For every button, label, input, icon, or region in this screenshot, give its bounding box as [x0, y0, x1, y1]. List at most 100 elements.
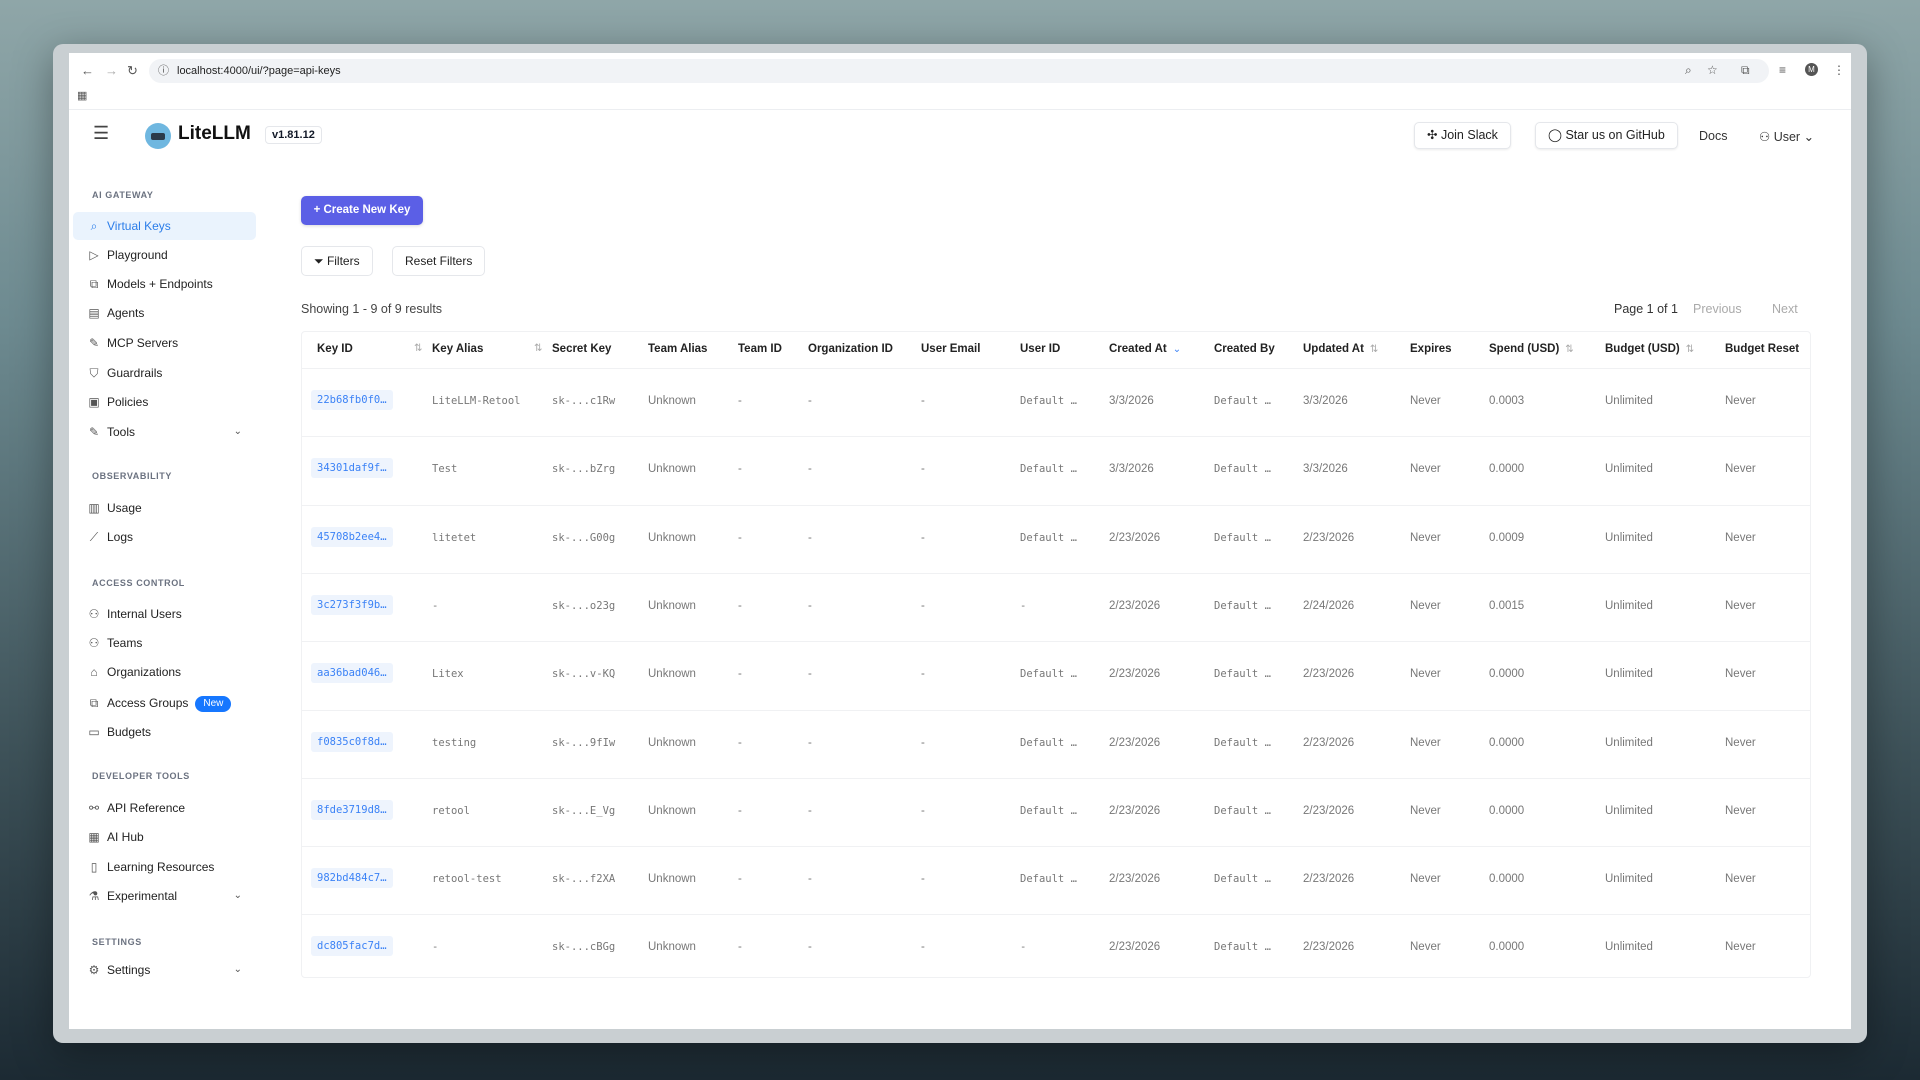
- sidebar-item-models-endpoints[interactable]: ⧉ Models + Endpoints: [73, 270, 256, 298]
- table-cell: Unknown: [648, 531, 696, 544]
- table-row[interactable]: 982bd484c7… retool-test sk-...f2XA Unknown -…: [302, 846, 1810, 914]
- reload-icon[interactable]: ↻: [127, 63, 138, 78]
- table-row[interactable]: 34301daf9f… Test sk-...bZrg Unknown - - - Defau…: [302, 436, 1810, 504]
- sidebar-item-tools[interactable]: ✎ Tools ⌄: [73, 418, 256, 446]
- sidebar-item-experimental[interactable]: ⚗ Experimental ⌄: [73, 882, 256, 910]
- key-id-link[interactable]: 45708b2ee4…: [311, 526, 393, 547]
- column-label: Expires: [1410, 343, 1452, 355]
- table-row[interactable]: dc805fac7d… - sk-...cBGg Unknown - - - - 2/23/20…: [302, 914, 1810, 982]
- chevron-down-icon[interactable]: ⌄: [233, 890, 242, 901]
- sidebar-item-agents[interactable]: ▤ Agents: [73, 299, 256, 327]
- github-button[interactable]: ◯ Star us on GitHub: [1535, 122, 1678, 149]
- column-header: Team ID: [738, 343, 782, 355]
- key-id-link[interactable]: aa36bad046…: [311, 663, 393, 684]
- next-button[interactable]: Next: [1772, 302, 1798, 316]
- table-cell: -: [921, 599, 925, 612]
- filters-button[interactable]: ⏷ Filters: [301, 246, 373, 276]
- chevron-down-icon[interactable]: ⌄: [233, 426, 242, 437]
- apps-icon[interactable]: ▦: [77, 90, 88, 102]
- sidebar-item-budgets[interactable]: ▭ Budgets: [73, 718, 256, 746]
- table-cell: Unknown: [648, 668, 696, 681]
- sidebar-item-guardrails[interactable]: ⛉ Guardrails: [73, 359, 256, 387]
- sidebar-item-virtual-keys[interactable]: ⌕ Virtual Keys: [73, 212, 256, 240]
- table-cell: Default …: [1020, 668, 1077, 681]
- key-id-link[interactable]: 982bd484c7…: [311, 868, 393, 889]
- table-row[interactable]: 45708b2ee4… litetet sk-...G00g Unknown - - - De…: [302, 504, 1810, 573]
- site-info-icon[interactable]: ⓘ: [158, 65, 169, 77]
- table-cell: Default …: [1214, 599, 1271, 612]
- table-row[interactable]: 3c273f3f9b… - sk-...o23g Unknown - - - - 2/23/20…: [302, 572, 1810, 641]
- previous-button[interactable]: Previous: [1693, 302, 1742, 316]
- sidebar-item-logs[interactable]: ⟋ Logs: [73, 523, 256, 551]
- sidebar-item-internal-users[interactable]: ⚇ Internal Users: [73, 600, 256, 628]
- table-cell: retool-test: [432, 873, 502, 886]
- sidebar-item-ai-hub[interactable]: ▦ AI Hub: [73, 823, 256, 851]
- back-icon[interactable]: ←: [81, 63, 94, 78]
- sort-icon[interactable]: ⇅: [1565, 344, 1574, 355]
- profile-avatar[interactable]: M: [1805, 63, 1818, 76]
- page-indicator: Page 1 of 1: [1614, 302, 1678, 316]
- key-id-link[interactable]: 22b68fb0f0…: [311, 390, 393, 410]
- column-header[interactable]: Key ID ⇅: [317, 343, 422, 355]
- create-new-key-button[interactable]: + Create New Key: [301, 196, 423, 225]
- table-cell: -: [808, 395, 812, 407]
- sidebar-item-mcp-servers[interactable]: ✎ MCP Servers: [73, 329, 256, 357]
- table-row[interactable]: 8fde3719d8… retool sk-...E_Vg Unknown - - - Def…: [302, 777, 1810, 846]
- column-header[interactable]: Created At ⌄: [1109, 343, 1181, 355]
- column-header[interactable]: Budget (USD) ⇅: [1605, 343, 1694, 355]
- key-id-link[interactable]: 8fde3719d8…: [311, 799, 393, 820]
- star-icon[interactable]: ☆: [1707, 63, 1718, 77]
- table-cell: Default …: [1214, 668, 1271, 681]
- table-row[interactable]: aa36bad046… Litex sk-...v-KQ Unknown - - - Defa…: [302, 641, 1810, 709]
- table-cell: 3/3/2026: [1303, 395, 1348, 407]
- sort-icon[interactable]: ⇅: [414, 343, 423, 354]
- sort-desc-icon[interactable]: ⌄: [1172, 344, 1182, 355]
- table-cell: 0.0000: [1489, 941, 1525, 954]
- sidebar-item-policies[interactable]: ▣ Policies: [73, 388, 256, 416]
- sort-icon[interactable]: ⇅: [1369, 344, 1379, 355]
- sidebar-item-label: Internal Users: [107, 607, 182, 621]
- sidebar-item-usage[interactable]: ▥ Usage: [73, 494, 256, 522]
- tool-icon: ✎: [88, 336, 100, 350]
- user-menu[interactable]: ⚇ User ⌄: [1759, 130, 1815, 144]
- sidebar-item-organizations[interactable]: ⌂ Organizations: [73, 658, 256, 686]
- key-id-link[interactable]: 34301daf9f…: [311, 458, 393, 479]
- address-bar[interactable]: ⓘ localhost:4000/ui/?page=api-keys: [149, 59, 1769, 83]
- user-icon: ⚇: [1759, 130, 1774, 144]
- sidebar-item-label: Agents: [107, 306, 145, 320]
- sort-icon[interactable]: ⇅: [1685, 344, 1695, 355]
- reset-filters-button[interactable]: Reset Filters: [392, 246, 486, 276]
- sidebar-item-teams[interactable]: ⚇ Teams: [73, 629, 256, 657]
- menu-icon[interactable]: ⋮: [1833, 63, 1845, 77]
- key-id-link[interactable]: 3c273f3f9b…: [311, 594, 393, 615]
- key-id-link[interactable]: f0835c0f8d…: [311, 731, 393, 752]
- sidebar-toggle-icon[interactable]: ☰: [93, 123, 110, 143]
- table-row[interactable]: f0835c0f8d… testing sk-...9fIw Unknown - - - De…: [302, 709, 1810, 778]
- column-header[interactable]: Key Alias ⇅: [432, 343, 542, 355]
- table-cell: Default …: [1020, 463, 1077, 476]
- forward-icon[interactable]: →: [105, 63, 118, 78]
- table-cell: Unknown: [648, 873, 696, 886]
- table-cell: Unlimited: [1605, 395, 1653, 407]
- sort-icon[interactable]: ⇅: [534, 343, 543, 354]
- chevron-down-icon[interactable]: ⌄: [233, 964, 242, 975]
- media-icon[interactable]: ≡: [1779, 63, 1787, 77]
- sidebar-item-playground[interactable]: ▷ Playground: [73, 241, 256, 269]
- table-cell: -: [738, 736, 742, 749]
- sidebar-item-settings[interactable]: ⚙ Settings ⌄: [73, 956, 256, 984]
- table-row[interactable]: 22b68fb0f0… LiteLLM-Retool sk-...c1Rw Unkno…: [302, 368, 1810, 436]
- column-header[interactable]: Spend (USD) ⇅: [1489, 343, 1574, 355]
- join-slack-button[interactable]: ✣ Join Slack: [1414, 122, 1511, 149]
- sidebar-item-learning-resources[interactable]: ▯ Learning Resources: [73, 853, 256, 881]
- table-cell: Unlimited: [1605, 668, 1653, 681]
- key-id-link[interactable]: dc805fac7d…: [311, 936, 393, 957]
- column-header[interactable]: Updated At ⇅: [1303, 343, 1378, 355]
- table-cell: -: [808, 941, 812, 954]
- sidebar-item-api-reference[interactable]: ⚯ API Reference: [73, 794, 256, 822]
- table-cell: sk-...v-KQ: [552, 668, 616, 681]
- table-cell: -: [808, 804, 812, 817]
- docs-link[interactable]: Docs: [1699, 129, 1728, 143]
- extensions-icon[interactable]: ⧉: [1741, 63, 1750, 77]
- sidebar-item-access-groups[interactable]: ⧉ Access Groups New: [73, 689, 256, 717]
- zoom-icon[interactable]: ⌕: [1685, 63, 1692, 77]
